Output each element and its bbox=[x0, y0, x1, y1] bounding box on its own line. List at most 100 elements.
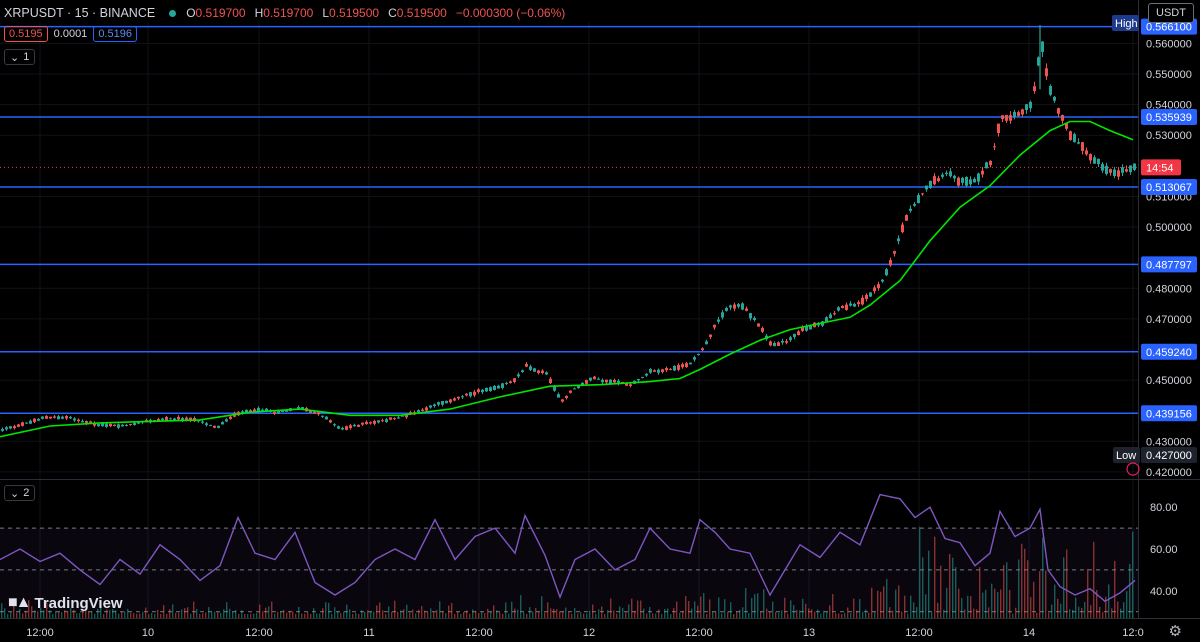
candle-body bbox=[761, 328, 764, 332]
volume-bar bbox=[706, 613, 708, 618]
gear-icon[interactable]: ⚙ bbox=[1168, 623, 1182, 640]
time-tick-label: 10 bbox=[142, 627, 154, 639]
rsi-tick-label: 80.00 bbox=[1150, 502, 1178, 514]
volume-bar bbox=[721, 613, 723, 618]
volume-bar bbox=[247, 613, 249, 618]
candle-body bbox=[217, 425, 220, 428]
volume-bar bbox=[553, 608, 555, 618]
symbol-title[interactable]: XRPUSDT · 15 · BINANCE bbox=[4, 6, 156, 20]
volume-bar bbox=[358, 613, 360, 618]
volume-bar bbox=[1114, 560, 1116, 618]
candle-body bbox=[21, 422, 24, 426]
volume-bar bbox=[1126, 591, 1128, 618]
low-tag bbox=[1113, 447, 1140, 463]
candle-body bbox=[981, 170, 984, 175]
price-tick-label: 0.450000 bbox=[1146, 375, 1192, 387]
volume-bar bbox=[217, 612, 219, 618]
candle-body bbox=[565, 395, 568, 399]
volume-bar bbox=[805, 603, 807, 618]
volume-bar bbox=[1075, 597, 1077, 618]
candle-body bbox=[985, 162, 988, 169]
volume-bar bbox=[133, 612, 135, 618]
volume-bar bbox=[1003, 565, 1005, 618]
volume-bar bbox=[967, 595, 969, 618]
volume-bar bbox=[826, 611, 828, 618]
candle-body bbox=[29, 420, 32, 424]
volume-bar bbox=[661, 613, 663, 618]
candle-body bbox=[977, 173, 980, 182]
volume-bar bbox=[1102, 612, 1104, 618]
candle-body bbox=[529, 366, 532, 370]
market-status-icon bbox=[169, 9, 177, 17]
candle-body bbox=[273, 411, 276, 414]
volume-bar bbox=[733, 613, 735, 618]
volume-bar bbox=[970, 596, 972, 618]
price-change: −0.000300 (−0.06%) bbox=[455, 6, 566, 20]
timer-icon bbox=[1126, 462, 1140, 476]
candle-body bbox=[745, 308, 748, 311]
volume-bar bbox=[337, 611, 339, 618]
volume-bar bbox=[703, 593, 705, 618]
volume-bar bbox=[400, 610, 402, 618]
candle-body bbox=[313, 411, 316, 414]
volume-bar bbox=[1078, 606, 1080, 618]
candle-body bbox=[845, 304, 848, 310]
candle-body bbox=[997, 123, 1000, 134]
volume-bar bbox=[862, 611, 864, 618]
candle-body bbox=[73, 418, 76, 421]
chart-header: XRPUSDT · 15 · BINANCE O0.519700 H0.5197… bbox=[4, 4, 568, 22]
volume-bar bbox=[1027, 560, 1029, 618]
candle-body bbox=[309, 410, 312, 413]
candle-body bbox=[809, 325, 812, 330]
volume-bar bbox=[823, 610, 825, 618]
time-tick-label: 12:00 bbox=[905, 627, 933, 639]
volume-bar bbox=[349, 609, 351, 618]
sell-button[interactable]: 0.5195 bbox=[4, 26, 48, 42]
volume-bar bbox=[514, 608, 516, 618]
candle-body bbox=[905, 215, 908, 221]
volume-bar bbox=[493, 605, 495, 618]
volume-bar bbox=[943, 609, 945, 618]
candle-body bbox=[973, 178, 976, 183]
high-label: High bbox=[1115, 18, 1138, 30]
volume-bar bbox=[373, 611, 375, 618]
pane1-collapse-button[interactable]: ⌄ 1 bbox=[4, 49, 36, 65]
candle-body bbox=[993, 146, 996, 148]
level-tag-label: 0.439156 bbox=[1146, 408, 1192, 420]
candle-body bbox=[1069, 131, 1072, 141]
currency-select[interactable]: USDT bbox=[1148, 3, 1194, 23]
volume-bar bbox=[304, 613, 306, 618]
candle-body bbox=[885, 269, 888, 276]
volume-bar bbox=[550, 608, 552, 618]
buy-button[interactable]: 0.5196 bbox=[93, 26, 137, 42]
candle-body bbox=[53, 416, 56, 418]
candle-body bbox=[933, 176, 936, 185]
volume-bar bbox=[802, 598, 804, 618]
candle-body bbox=[585, 380, 588, 384]
volume-bar bbox=[1132, 531, 1134, 618]
candle-body bbox=[457, 396, 460, 399]
candle-body bbox=[409, 412, 412, 415]
volume-bar bbox=[61, 612, 63, 618]
candle-body bbox=[817, 324, 820, 326]
volume-bar bbox=[160, 613, 162, 618]
volume-bar bbox=[724, 599, 726, 618]
candle-body bbox=[901, 224, 904, 233]
volume-bar bbox=[997, 592, 999, 618]
volume-bar bbox=[568, 612, 570, 618]
volume-bar bbox=[1006, 562, 1008, 618]
volume-bar bbox=[523, 612, 525, 618]
volume-bar bbox=[127, 608, 129, 618]
volume-bar bbox=[874, 612, 876, 618]
pane2-collapse-button[interactable]: ⌄ 2 bbox=[4, 485, 36, 501]
price-tick-label: 0.470000 bbox=[1146, 314, 1192, 326]
volume-bar bbox=[739, 609, 741, 618]
volume-bar bbox=[919, 526, 921, 618]
candle-body bbox=[101, 423, 104, 427]
volume-bar bbox=[145, 607, 147, 618]
volume-bar bbox=[559, 611, 561, 618]
volume-bar bbox=[13, 604, 15, 618]
volume-bar bbox=[289, 610, 291, 618]
candle-body bbox=[969, 179, 972, 185]
